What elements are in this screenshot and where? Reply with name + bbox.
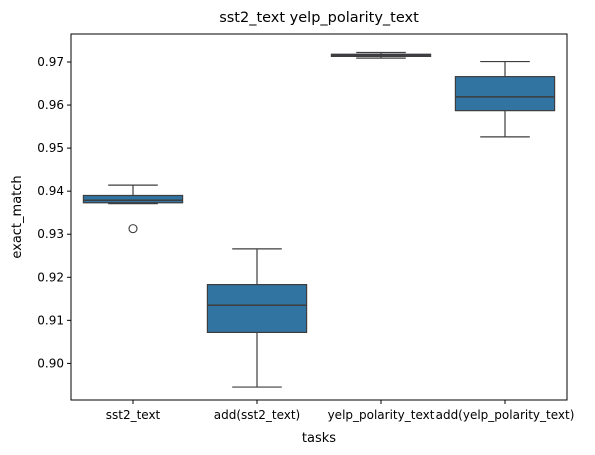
chart-title: sst2_text yelp_polarity_text — [219, 10, 419, 26]
box-group-4 — [454, 60, 556, 138]
y-tick-label: 0.97 — [37, 55, 64, 69]
x-axis: sst2_text add(sst2_text) yelp_polarity_tex… — [106, 400, 575, 422]
plot-area — [82, 51, 556, 388]
box — [206, 284, 308, 333]
y-axis-label: exact_match — [10, 175, 25, 258]
y-tick-label: 0.96 — [37, 98, 64, 112]
box-group-3 — [330, 51, 432, 59]
y-tick-label: 0.94 — [37, 184, 64, 198]
box — [82, 194, 184, 204]
y-tick-label: 0.95 — [37, 141, 64, 155]
y-tick-label: 0.90 — [37, 356, 64, 370]
plot-frame — [70, 33, 568, 401]
box-group-2 — [206, 248, 308, 388]
outlier-point — [128, 224, 138, 234]
box — [454, 76, 556, 112]
box-group-1 — [82, 184, 184, 234]
x-tick-label: add(yelp_polarity_text) — [436, 408, 575, 422]
y-tick-label: 0.92 — [37, 270, 64, 284]
x-axis-label: tasks — [302, 431, 336, 446]
x-tick-label: yelp_polarity_text — [328, 408, 435, 422]
y-tick-label: 0.91 — [37, 313, 64, 327]
y-axis: 0.90 0.91 0.92 0.93 0.94 0.95 0.96 0.97 — [37, 55, 71, 370]
x-tick-label: sst2_text — [106, 408, 161, 422]
x-tick-label: add(sst2_text) — [214, 408, 300, 422]
y-tick-label: 0.93 — [37, 227, 64, 241]
